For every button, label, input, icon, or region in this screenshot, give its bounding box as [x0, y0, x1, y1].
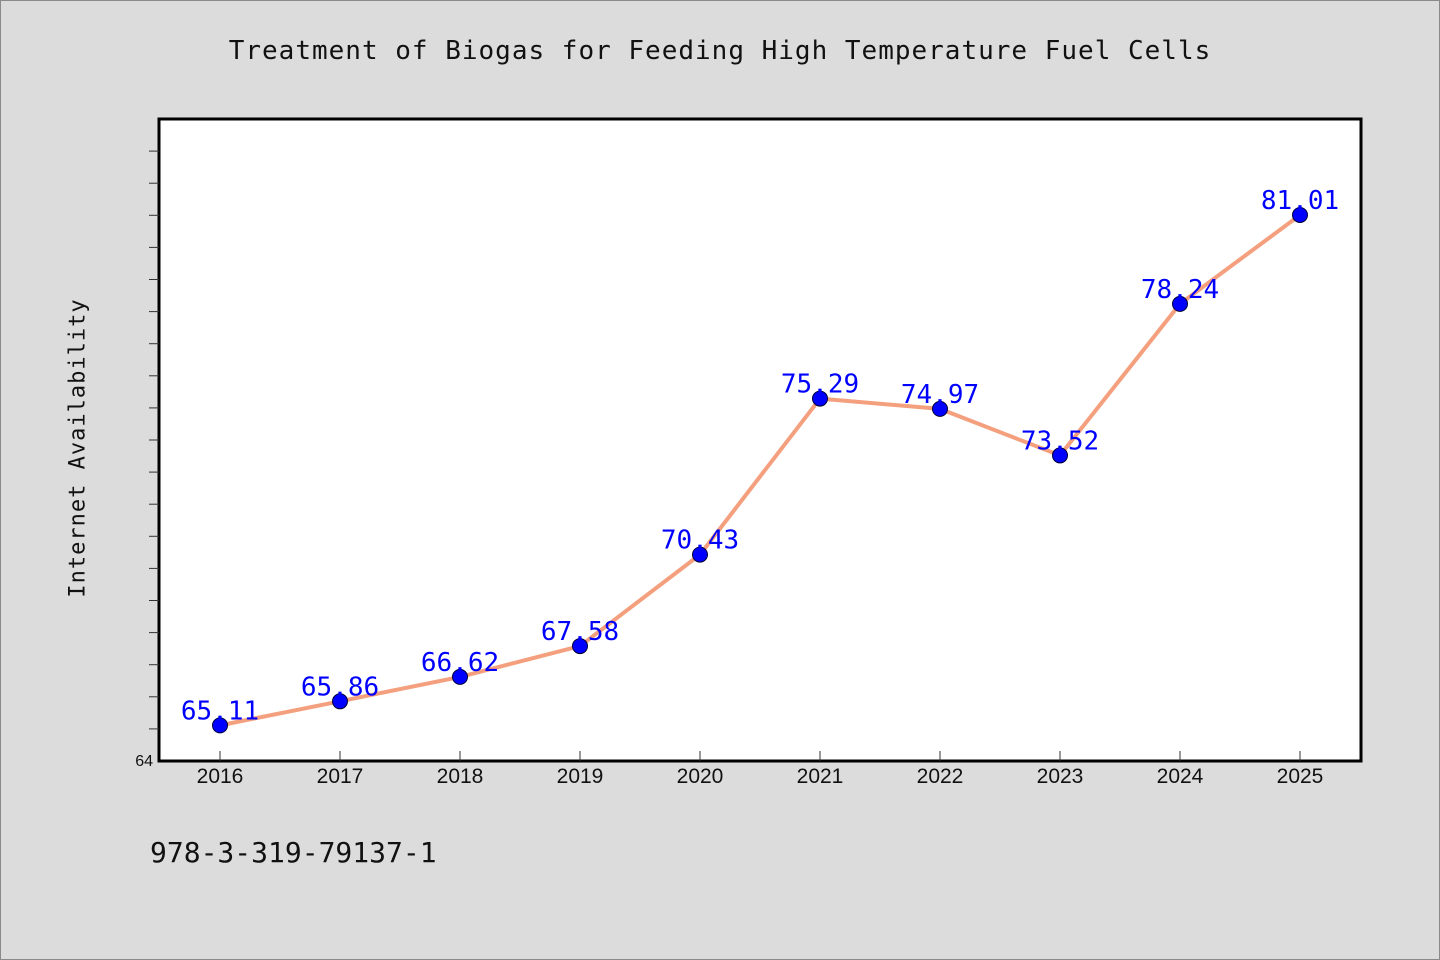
- y-tick-label: 64: [135, 753, 153, 770]
- x-tick-label: 2019: [557, 765, 604, 788]
- data-point: [452, 668, 468, 685]
- plot-area: [157, 117, 1363, 763]
- data-label: 78.24: [1141, 275, 1219, 305]
- data-label: 81.01: [1261, 186, 1339, 216]
- isbn-text: 978-3-319-79137-1: [150, 836, 437, 869]
- data-point: [572, 638, 588, 655]
- x-tick-label: 2016: [197, 765, 244, 788]
- x-tick-label: 2025: [1277, 765, 1324, 788]
- data-label: 66.62: [421, 648, 499, 678]
- data-point: [1052, 447, 1068, 464]
- data-label: 70.43: [661, 526, 739, 556]
- data-point: [212, 717, 228, 734]
- series-layer: 65.11 65.86 66.62 67.58 70.43 75.29 74.97 73.52…: [181, 186, 1339, 734]
- data-label: 67.58: [541, 617, 619, 647]
- data-point: [812, 390, 828, 407]
- x-tick-label: 2018: [437, 765, 484, 788]
- series-line: [218, 212, 1302, 728]
- x-tick-label: 2024: [1157, 765, 1204, 788]
- x-tick-label: 2021: [797, 765, 844, 788]
- data-label: 74.97: [901, 380, 979, 410]
- x-axis-ticks: 2016 2017 2018 2019 2020 2021 2022 2023 2024 2025: [197, 751, 1324, 788]
- data-label: 65.86: [301, 672, 379, 702]
- x-tick-label: 2017: [317, 765, 364, 788]
- data-point: [1292, 206, 1308, 223]
- x-tick-label: 2022: [917, 765, 964, 788]
- data-label: 73.52: [1021, 426, 1099, 456]
- data-label: 65.11: [181, 696, 259, 726]
- y-axis-ticks: 64: [135, 150, 159, 770]
- data-point: [1172, 295, 1188, 312]
- data-point: [932, 400, 948, 417]
- data-label: 75.29: [781, 370, 859, 400]
- x-tick-label: 2020: [677, 765, 724, 788]
- data-point: [332, 693, 348, 710]
- chart-title: Treatment of Biogas for Feeding High Tem…: [228, 36, 1212, 66]
- x-tick-label: 2023: [1037, 765, 1084, 788]
- data-point: [692, 546, 708, 563]
